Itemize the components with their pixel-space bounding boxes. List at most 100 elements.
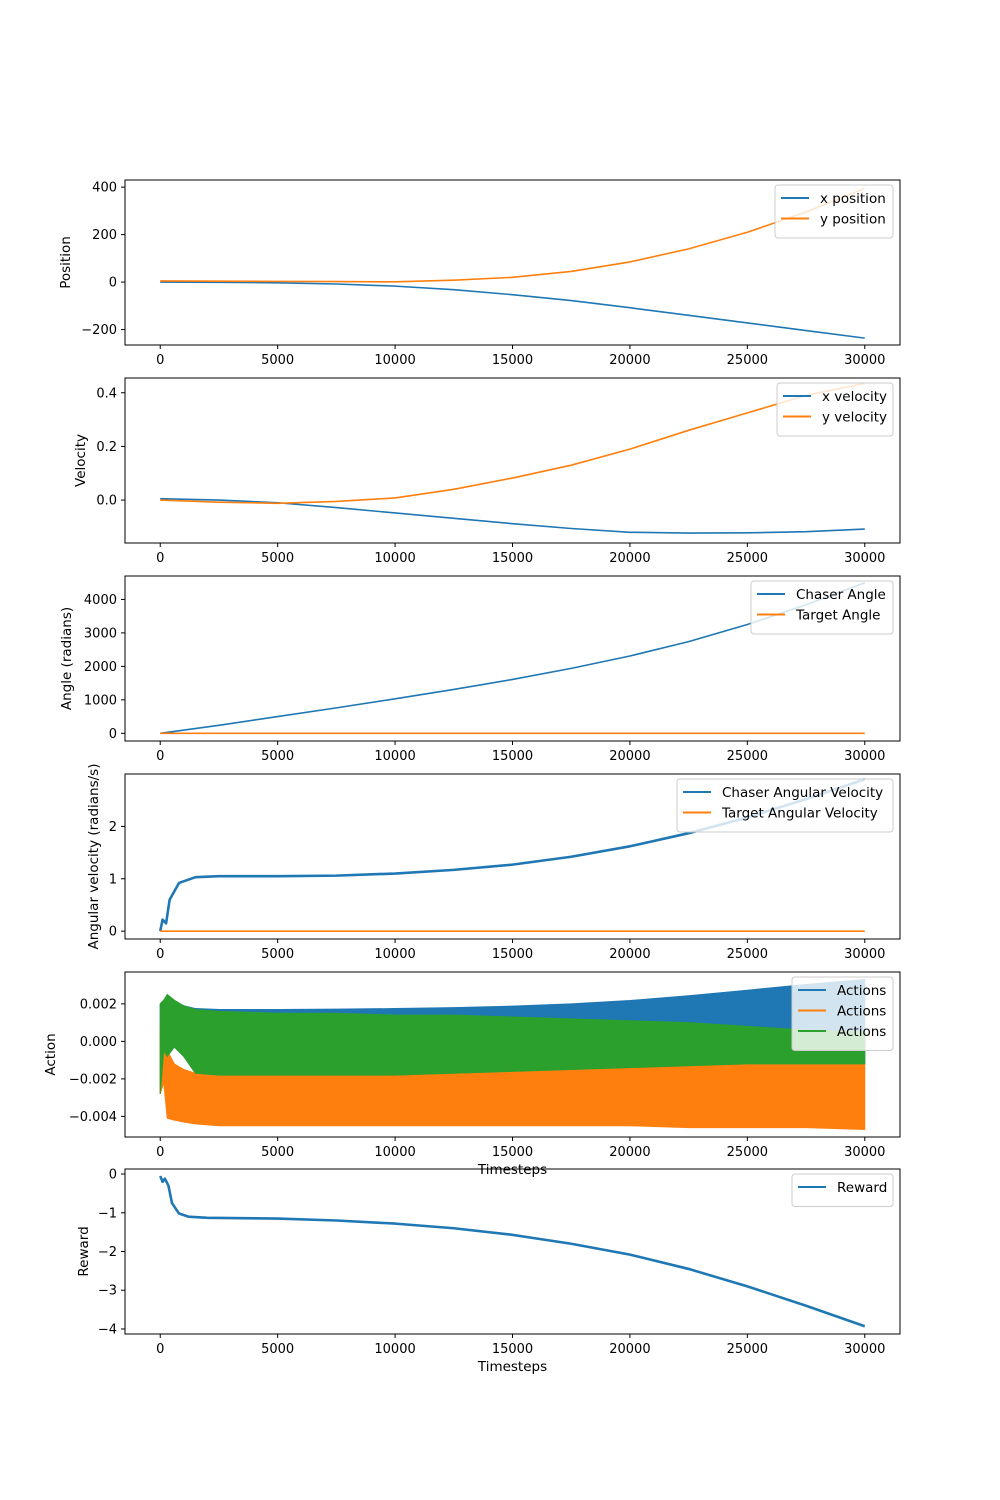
axes-frame — [124, 1168, 901, 1335]
y-axis-label: Velocity — [73, 434, 89, 487]
x-tick-label: 15000 — [492, 947, 533, 962]
subplot-2: 0 5000 10000 15000 20000 25000 30000 0.4 0.2 0.0 V… — [73, 377, 901, 566]
legend-label: Actions — [837, 1024, 886, 1040]
x-tick-label: 20000 — [609, 353, 650, 368]
legend-box — [750, 580, 894, 635]
subplot-6: 0 5000 10000 15000 20000 25000 30000 0 −1 −2 −3 −4 R… — [76, 1168, 901, 1375]
x-tick-label: 0 — [156, 947, 164, 962]
y-tick-label: 0 — [109, 727, 117, 742]
x-tick-label: 25000 — [727, 551, 768, 566]
x-tick-label: 25000 — [727, 947, 768, 962]
legend-box — [791, 1173, 894, 1207]
x-axis-label: Timesteps — [477, 1162, 547, 1178]
y-tick-label: 1000 — [84, 693, 117, 708]
legend-label: Actions — [837, 1004, 886, 1020]
x-tick-label: 15000 — [492, 353, 533, 368]
x-tick-label: 30000 — [844, 1145, 885, 1160]
legend: Reward — [791, 1173, 894, 1207]
x-tick-label: 10000 — [374, 1145, 415, 1160]
x-tick-label: 15000 — [492, 749, 533, 764]
plot-area — [160, 382, 865, 534]
legend: Actions Actions Actions — [791, 976, 894, 1051]
y-tick-label: 0.2 — [96, 440, 117, 455]
x-tick-label: 25000 — [727, 1342, 768, 1357]
y-tick-label: 0.000 — [80, 1035, 117, 1050]
x-axis-label: Timesteps — [477, 1359, 547, 1375]
legend: x position y position — [774, 184, 894, 239]
series-band-3 — [159, 993, 866, 1094]
y-axis-label: Angle (radians) — [59, 607, 75, 710]
x-tick-label: 20000 — [609, 551, 650, 566]
x-tick-label: 5000 — [261, 947, 294, 962]
x-tick-label: 15000 — [492, 551, 533, 566]
series-line-1 — [159, 1175, 866, 1328]
x-tick-label: 5000 — [261, 1342, 294, 1357]
x-tick-label: 20000 — [609, 1342, 650, 1357]
x-tick-label: 10000 — [374, 947, 415, 962]
x-tick-label: 30000 — [844, 551, 885, 566]
x-tick-label: 15000 — [492, 1342, 533, 1357]
legend-box — [791, 976, 894, 1051]
y-tick-label: 2 — [109, 820, 117, 835]
legend-label: Chaser Angular Velocity — [722, 785, 883, 801]
legend: x velocity y velocity — [776, 382, 894, 437]
y-tick-label: 0.0 — [96, 494, 117, 509]
y-tick-label: −2 — [98, 1245, 117, 1260]
y-tick-label: 0 — [109, 1168, 117, 1183]
x-tick-label: 30000 — [844, 353, 885, 368]
legend: Chaser Angular Velocity Target Angular Ve… — [676, 778, 894, 833]
x-tick-label: 20000 — [609, 1145, 650, 1160]
x-tick-label: 0 — [156, 353, 164, 368]
y-tick-label: 0 — [109, 276, 117, 291]
y-tick-label: 4000 — [84, 593, 117, 608]
legend-label: y velocity — [822, 410, 887, 426]
x-tick-label: 0 — [156, 749, 164, 764]
y-tick-label: −0.002 — [69, 1072, 117, 1087]
x-tick-label: 0 — [156, 551, 164, 566]
plot-area — [160, 187, 866, 339]
legend-label: y position — [820, 212, 886, 228]
y-tick-label: 400 — [92, 181, 117, 196]
x-tick-label: 10000 — [374, 749, 415, 764]
legend-label: Chaser Angle — [796, 587, 886, 603]
x-tick-label: 30000 — [844, 1342, 885, 1357]
legend-box — [676, 778, 894, 833]
y-tick-label: −3 — [98, 1284, 117, 1299]
x-tick-label: 25000 — [727, 749, 768, 764]
y-tick-label: 0 — [109, 925, 117, 940]
y-axis-label: Action — [43, 1033, 59, 1075]
subplot-3: 0 5000 10000 15000 20000 25000 300004000300020… — [59, 575, 901, 764]
y-tick-label: 0.002 — [80, 997, 117, 1012]
plot-area — [160, 581, 866, 735]
series-line-1 — [160, 581, 866, 735]
y-axis-label: Position — [58, 236, 74, 289]
x-tick-label: 5000 — [261, 749, 294, 764]
y-tick-label: 2000 — [84, 660, 117, 675]
legend: Chaser Angle Target Angle — [750, 580, 894, 635]
legend-label: x position — [820, 191, 886, 207]
x-tick-label: 5000 — [261, 353, 294, 368]
x-tick-label: 10000 — [374, 551, 415, 566]
legend-label: Target Angle — [795, 608, 880, 624]
series-line-1 — [160, 497, 865, 534]
legend-label: Reward — [837, 1180, 887, 1196]
y-tick-label: 0.4 — [96, 386, 117, 401]
y-axis-label: Reward — [76, 1226, 92, 1276]
y-tick-label: −0.004 — [69, 1110, 117, 1125]
x-tick-label: 10000 — [374, 1342, 415, 1357]
x-tick-label: 30000 — [844, 749, 885, 764]
subplot-1: 0 5000 10000 15000 20000 25000 30000 400 200 0 −20… — [58, 179, 901, 368]
subplot-5: 0 5000 10000 15000 20000 25000 30000 0.002 0.000… — [43, 971, 901, 1178]
x-tick-label: 25000 — [727, 1145, 768, 1160]
legend-label: Target Angular Velocity — [721, 806, 878, 822]
x-tick-label: 15000 — [492, 1145, 533, 1160]
x-tick-label: 0 — [156, 1342, 164, 1357]
legend-label: x velocity — [822, 389, 887, 405]
x-tick-label: 20000 — [609, 749, 650, 764]
y-tick-label: −4 — [98, 1322, 117, 1337]
y-tick-label: −200 — [81, 323, 117, 338]
x-tick-label: 5000 — [261, 551, 294, 566]
x-tick-label: 20000 — [609, 947, 650, 962]
x-tick-label: 5000 — [261, 1145, 294, 1160]
